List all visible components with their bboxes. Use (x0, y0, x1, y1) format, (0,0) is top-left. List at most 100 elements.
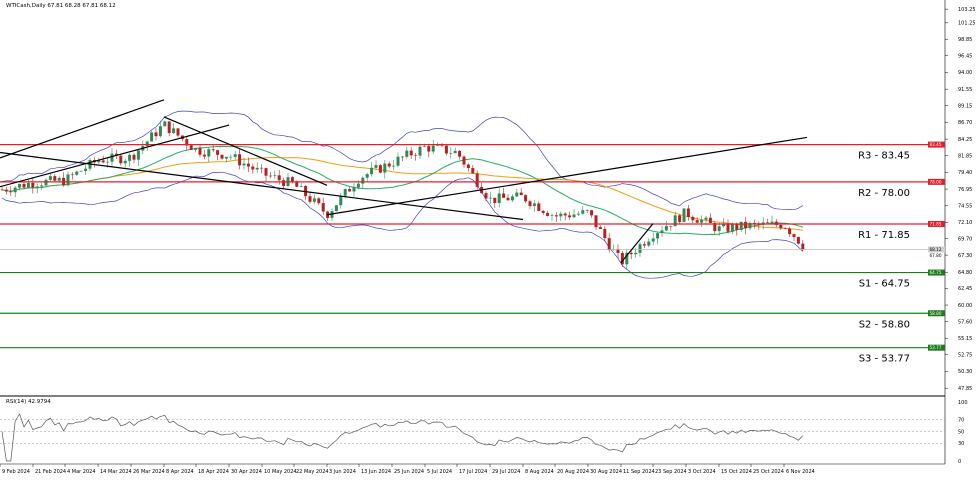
moving-average-green-line (1, 145, 803, 236)
candle-body (642, 244, 646, 246)
level-price-tag-text-s1: 64.75 (930, 270, 942, 275)
candle-body (550, 215, 554, 216)
y-tick-label: 103.25 (958, 7, 976, 13)
candle-body (57, 177, 61, 181)
candle-body (546, 212, 550, 216)
candle-body (70, 174, 74, 176)
candle-body (35, 186, 39, 188)
y-tick-label: 60.00 (958, 303, 972, 309)
candle-body (506, 197, 510, 201)
candle-body (656, 233, 660, 239)
candle-body (792, 234, 796, 238)
candle-body (620, 252, 624, 265)
candle-body (273, 175, 277, 176)
x-tick-label: 30 Apr 2024 (231, 469, 262, 475)
candle-body (664, 226, 668, 231)
candle-body (317, 198, 321, 204)
candle-body (167, 121, 171, 134)
candle-body (172, 128, 176, 134)
candle-body (440, 145, 444, 146)
trendline-6 (620, 223, 654, 264)
candle-body (418, 146, 422, 156)
candle-body (568, 215, 572, 218)
y-tick-label: 89.15 (958, 103, 972, 109)
y-tick-label: 55.15 (958, 336, 972, 342)
candle-body (484, 193, 488, 199)
current-price-sub-text: 67.80 (930, 253, 942, 258)
candle-body (189, 145, 193, 150)
y-tick-label: 62.45 (958, 286, 972, 292)
candle-body (4, 189, 8, 192)
candle-body (79, 170, 83, 172)
candle-body (110, 153, 114, 162)
candle-body (176, 128, 180, 136)
candle-body (53, 176, 57, 181)
candle-body (691, 216, 695, 221)
candle-body (726, 223, 730, 232)
candle-body (123, 160, 127, 164)
candle-body (145, 141, 149, 146)
y-tick-label: 79.40 (958, 170, 972, 176)
candle-body (717, 226, 721, 232)
candle-body (282, 180, 286, 186)
candle-body (224, 156, 228, 159)
candle-body (9, 191, 13, 193)
x-tick-label: 18 Apr 2024 (198, 469, 229, 475)
candle-body (752, 222, 756, 224)
x-tick-label: 25 Jun 2024 (394, 469, 424, 475)
y-tick-label: 57.60 (958, 319, 972, 325)
level-price-tag-r1 (928, 220, 945, 227)
candle-body (607, 238, 611, 251)
candle-body (202, 154, 206, 157)
candle-body (528, 201, 532, 206)
candle-body (13, 187, 17, 193)
trendline-4 (326, 136, 808, 216)
candle-body (233, 154, 237, 157)
candle-body (44, 179, 48, 186)
candle-body (722, 223, 726, 227)
rsi-title: RSI(14) 42.9794 (6, 399, 51, 405)
bollinger-lower-line (1, 171, 804, 279)
x-tick-label: 14 Mar 2024 (100, 469, 132, 475)
candle-body (356, 183, 360, 188)
candle-body (708, 217, 712, 224)
candle-body (334, 205, 338, 212)
candle-body (647, 241, 651, 246)
candle-body (730, 224, 734, 232)
candle-body (598, 227, 602, 229)
candle-body (374, 165, 378, 168)
candle-body (348, 189, 352, 192)
candle-body (321, 203, 325, 212)
candle-body (229, 156, 233, 158)
candle-body (488, 197, 492, 199)
candle-body (150, 132, 154, 142)
y-tick-label: 98.85 (958, 37, 972, 43)
candle-body (796, 237, 800, 244)
candle-body (436, 145, 440, 146)
candle-body (106, 161, 110, 163)
candle-body (466, 164, 470, 169)
candle-body (18, 183, 22, 188)
candle-body (365, 174, 369, 178)
candle-body (453, 150, 457, 154)
x-tick-label: 6 Nov 2024 (786, 469, 815, 475)
candle-body (128, 154, 132, 161)
candle-body (444, 145, 448, 154)
candle-body (264, 168, 268, 176)
trendline-5 (0, 151, 524, 221)
y-tick-label: 52.75 (958, 352, 972, 358)
candle-body (387, 163, 391, 167)
candle-body (616, 249, 620, 253)
candle-body (427, 146, 431, 152)
x-tick-label: 21 Feb 2024 (35, 469, 66, 475)
candle-body (216, 150, 220, 155)
candle-body (700, 219, 704, 223)
level-price-tag-s3 (928, 344, 945, 351)
candle-body (585, 210, 589, 211)
candle-body (383, 163, 387, 173)
x-tick-label: 29 Jul 2024 (492, 469, 520, 475)
candle-body (114, 153, 118, 156)
candle-body (339, 195, 343, 206)
